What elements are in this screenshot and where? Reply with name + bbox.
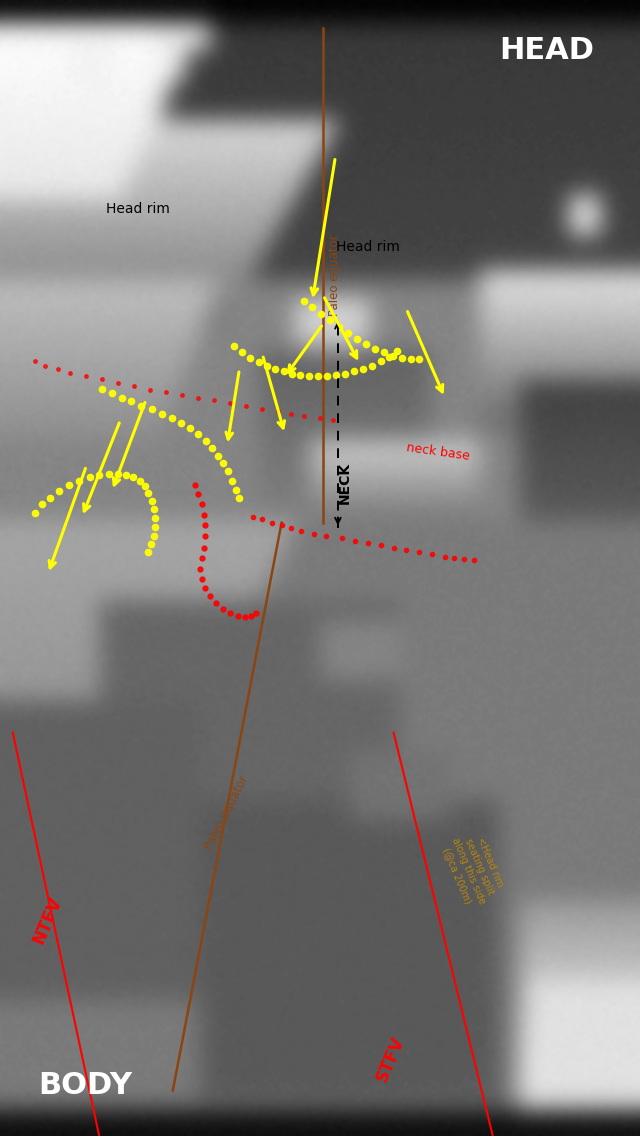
Text: Head rim: Head rim — [106, 202, 170, 216]
Text: NECK: NECK — [337, 461, 351, 504]
Text: BODY: BODY — [38, 1070, 132, 1100]
Text: NTFV: NTFV — [30, 894, 66, 946]
Text: HEAD: HEAD — [500, 36, 595, 66]
Text: neck base: neck base — [406, 441, 471, 463]
Text: Head rim: Head rim — [336, 240, 400, 253]
Text: Paleo equator: Paleo equator — [203, 772, 252, 852]
Text: Paleo equator: Paleo equator — [328, 234, 340, 316]
Text: <Head rim
seating split
along this side
(@ca 200m): <Head rim seating split along this side … — [439, 827, 508, 911]
Text: STFV: STFV — [373, 1034, 408, 1084]
